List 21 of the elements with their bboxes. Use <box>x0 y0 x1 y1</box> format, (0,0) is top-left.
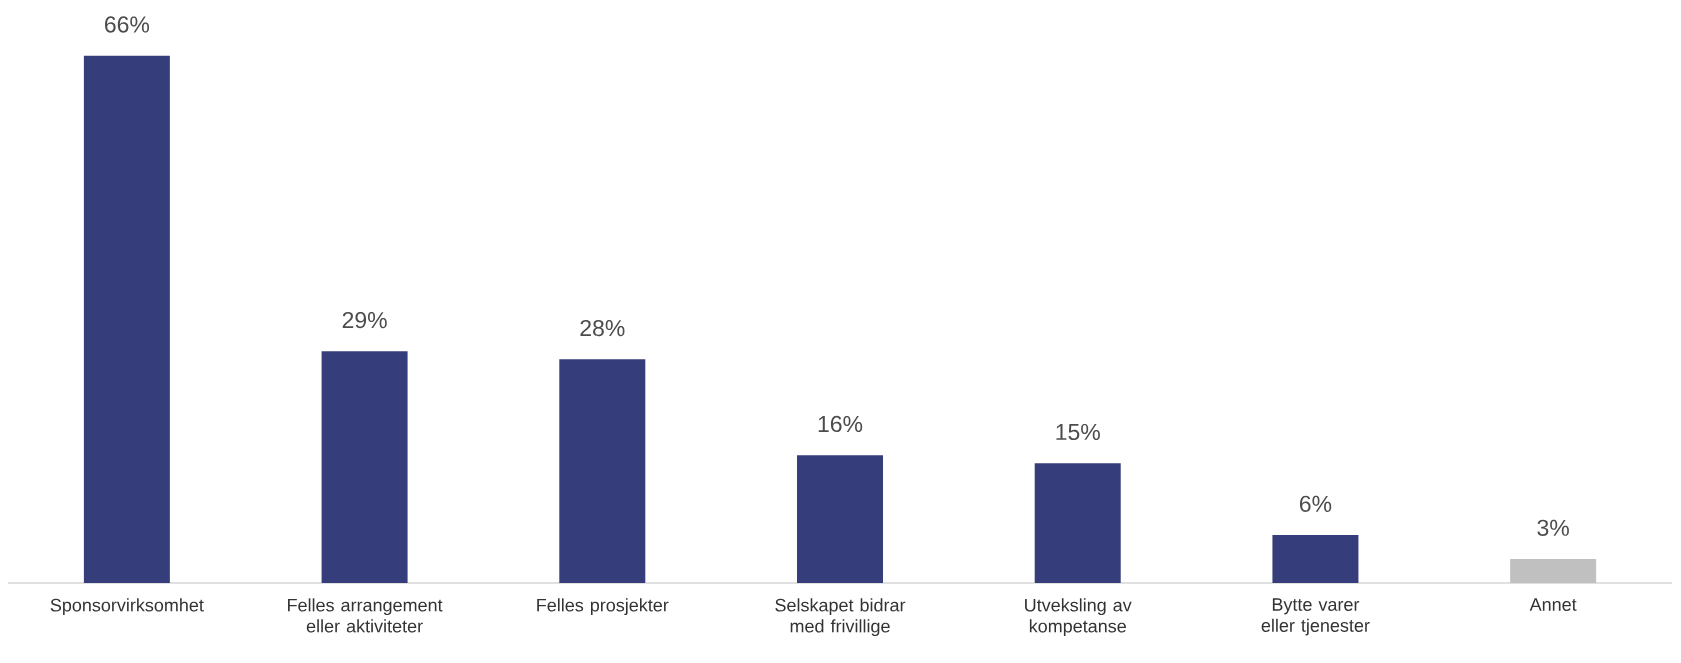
bar <box>559 359 646 583</box>
bar <box>1034 463 1121 583</box>
data-label: 16% <box>818 415 863 433</box>
data-label: 66% <box>105 16 150 33</box>
x-tick-label: Annet <box>1529 598 1577 611</box>
data-label: 29% <box>342 311 387 329</box>
data-label: 3% <box>1537 519 1569 536</box>
bar <box>321 351 408 583</box>
bar <box>1510 559 1597 583</box>
x-tick-label: Felles arrangement eller aktiviteter <box>288 598 443 633</box>
bar <box>1272 535 1359 583</box>
bar <box>797 455 884 583</box>
x-tick-label: Felles prosjekter <box>537 598 669 616</box>
x-tick-label: Bytte varer eller tjenester <box>1261 598 1370 636</box>
data-label: 15% <box>1056 423 1100 441</box>
data-label: 28% <box>580 319 625 337</box>
x-tick-label: Sponsorvirksomhet <box>50 598 204 616</box>
bar <box>83 55 170 583</box>
x-tick-label: Utveksling av kompetanse <box>1025 598 1132 637</box>
data-label: 6% <box>1299 495 1332 512</box>
x-tick-label: Selskapet bidrar med frivillige <box>775 598 906 637</box>
